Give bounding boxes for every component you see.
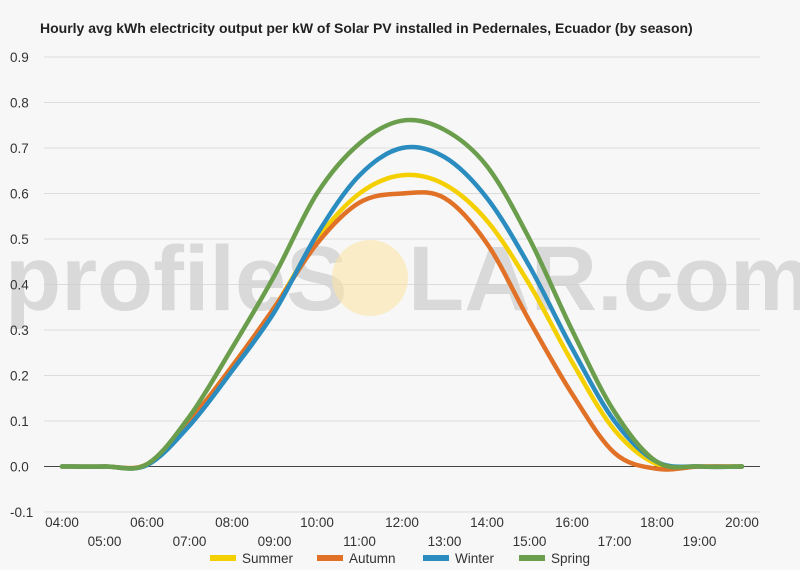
watermark-text-right: LAR.com [408,228,800,330]
x-tick-label: 10:00 [300,515,334,530]
watermark: profileS LAR.com [5,228,800,330]
x-tick-label: 08:00 [215,515,249,530]
x-tick-label: 09:00 [258,534,292,549]
legend-swatch [317,555,343,561]
x-tick-label: 05:00 [88,534,122,549]
y-tick-label: 0.6 [10,187,29,202]
chart-title: Hourly avg kWh electricity output per kW… [40,20,693,36]
x-tick-label: 04:00 [45,515,79,530]
y-tick-label: -0.1 [10,505,33,520]
x-tick-label: 20:00 [725,515,759,530]
x-tick-label: 11:00 [343,534,376,549]
y-tick-label: 0.7 [10,141,29,156]
y-tick-label: 0.0 [10,460,29,475]
legend-swatch [519,555,545,561]
y-tick-label: 0.3 [10,323,29,338]
y-tick-label: 0.9 [10,50,29,65]
legend-swatch [210,555,236,561]
series-line-winter [59,144,745,471]
series-line-spring [59,117,745,471]
x-tick-label: 13:00 [428,534,462,549]
x-tick-label: 19:00 [683,534,717,549]
watermark-sun-logo [332,240,408,316]
series-lines [59,117,745,472]
legend-label: Summer [242,551,294,566]
x-tick-label: 14:00 [470,515,504,530]
x-tick-label: 07:00 [173,534,207,549]
y-tick-label: 0.1 [10,414,29,429]
x-tick-label: 12:00 [385,515,419,530]
legend-swatch [423,555,449,561]
legend-label: Winter [455,551,495,566]
legend: Summer Autumn Winter Spring [210,551,590,566]
x-tick-label: 06:00 [130,515,164,530]
x-tick-label: 17:00 [598,534,632,549]
y-tick-label: 0.5 [10,232,29,247]
y-tick-label: 0.2 [10,369,29,384]
x-tick-label: 16:00 [555,515,589,530]
y-tick-label: 0.4 [10,278,29,293]
legend-label: Spring [551,551,590,566]
y-tick-label: 0.8 [10,96,29,111]
legend-label: Autumn [349,551,396,566]
watermark-text-left: profileS [5,228,347,330]
x-tick-label: 15:00 [513,534,547,549]
x-tick-label: 18:00 [640,515,674,530]
axes: -0.1 0.0 0.1 0.2 0.3 0.4 0.5 0.6 0.7 0.8 0.9 04:00 0… [10,50,760,549]
